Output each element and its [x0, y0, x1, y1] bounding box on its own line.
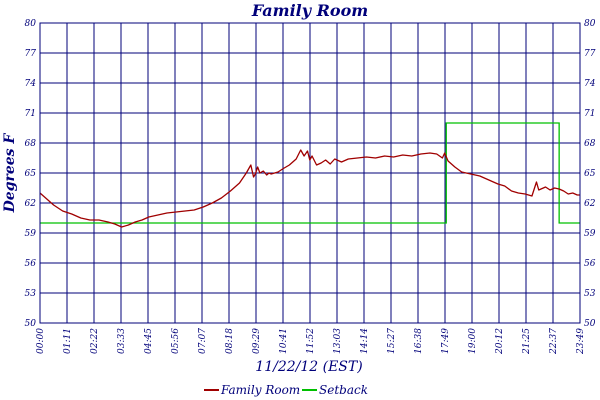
legend: Family Room Setback — [204, 383, 368, 397]
x-tick-label: 02:22 — [90, 328, 100, 354]
y-tick-label-left: 56 — [25, 259, 37, 269]
y-tick-label-right: 56 — [584, 259, 596, 269]
x-axis-label: 11/22/12 (EST) — [255, 359, 362, 375]
x-tick-label: 17:49 — [441, 328, 451, 354]
y-tick-label-left: 71 — [25, 109, 36, 119]
y-axis-label: Degrees F — [2, 133, 18, 214]
series-line-setback — [40, 122, 580, 224]
series-line-family-room — [39, 149, 580, 228]
y-tick-label-right: 65 — [584, 169, 596, 179]
y-tick-label-left: 80 — [25, 19, 37, 29]
legend-label-setback: Setback — [319, 383, 368, 397]
y-tick-label-right: 74 — [584, 79, 596, 89]
x-tick-label: 08:18 — [225, 328, 235, 354]
y-tick-label-left: 68 — [25, 139, 37, 149]
x-tick-label: 01:11 — [63, 328, 73, 354]
y-tick-label-left: 74 — [25, 79, 37, 89]
x-tick-label: 21:25 — [522, 328, 532, 355]
y-tick-label-left: 59 — [25, 229, 37, 239]
x-tick-labels: 00:00 01:11 02:22 03:33 04:45 05:56 07:07 08:18… — [36, 328, 586, 355]
x-tick-label: 05:56 — [171, 328, 181, 354]
legend-label-family-room: Family Room — [220, 383, 300, 397]
y-tick-label-left: 53 — [25, 289, 37, 299]
x-tick-label: 13:03 — [333, 328, 343, 354]
y-tick-label-left: 62 — [25, 199, 37, 209]
y-tick-label-right: 80 — [584, 19, 596, 29]
x-tick-label: 03:33 — [117, 328, 127, 354]
y-tick-label-left: 65 — [25, 169, 37, 179]
x-tick-label: 15:27 — [387, 328, 397, 354]
grid — [39, 22, 581, 324]
y-tick-label-left: 77 — [25, 49, 37, 59]
x-tick-label: 16:38 — [414, 328, 424, 354]
series-layer — [39, 122, 580, 228]
x-tick-label: 20:12 — [495, 328, 505, 355]
y-tick-label-right: 50 — [584, 319, 596, 329]
y-tick-label-left: 50 — [25, 319, 37, 329]
x-tick-label: 14:14 — [360, 328, 370, 354]
y-tick-label-right: 59 — [584, 229, 596, 239]
y-tick-labels: 50 50 53 53 56 56 59 59 62 62 65 65 68 68 71 71 74 74 77 77… — [25, 19, 596, 329]
x-tick-label: 23:49 — [576, 328, 586, 355]
chart-title: Family Room — [251, 1, 368, 20]
x-tick-label: 00:00 — [36, 328, 46, 354]
y-tick-label-right: 62 — [584, 199, 596, 209]
x-tick-label: 09:29 — [252, 328, 262, 354]
x-tick-label: 19:00 — [468, 328, 478, 354]
x-tick-label: 07:07 — [198, 328, 208, 354]
y-tick-label-right: 71 — [584, 109, 595, 119]
x-tick-label: 11:52 — [306, 328, 316, 354]
plot-frame — [39, 22, 581, 324]
x-tick-label: 04:45 — [144, 328, 154, 354]
x-tick-label: 10:41 — [279, 328, 289, 354]
y-tick-label-right: 77 — [584, 49, 596, 59]
y-tick-label-right: 68 — [584, 139, 596, 149]
x-tick-label: 22:37 — [549, 328, 559, 355]
y-tick-label-right: 53 — [584, 289, 596, 299]
